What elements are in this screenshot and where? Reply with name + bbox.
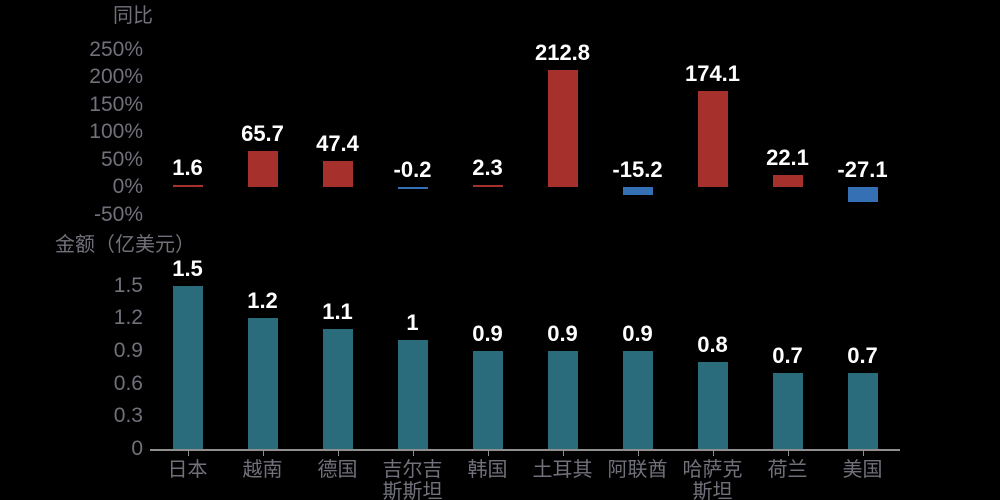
x-axis-line xyxy=(150,449,900,451)
y-tick-label: 200% xyxy=(89,65,143,88)
x-axis-tick xyxy=(262,451,264,456)
bar xyxy=(697,362,728,449)
x-category-label: 韩国 xyxy=(467,459,508,481)
bar-value-label: 0.9 xyxy=(547,321,578,346)
x-category-label: 越南 xyxy=(242,459,283,481)
x-axis-tick xyxy=(337,451,339,456)
y-tick-label: 0% xyxy=(112,175,143,198)
x-category-label: 阿联酋 xyxy=(607,459,668,481)
x-axis-tick xyxy=(637,451,639,456)
bar-value-label: 1.1 xyxy=(322,299,353,324)
y-tick-label: 150% xyxy=(89,93,143,116)
bar xyxy=(772,175,803,187)
bar xyxy=(847,187,878,202)
bar-value-label: 1.6 xyxy=(172,155,203,180)
bar-value-label: -27.1 xyxy=(837,157,888,182)
y-tick-label: 0.3 xyxy=(113,404,143,427)
y-tick-label: 0 xyxy=(131,437,143,460)
y-tick-label: 1.2 xyxy=(113,306,143,329)
x-category-label: 土耳其 xyxy=(532,459,593,481)
bar-value-label: -0.2 xyxy=(393,157,432,182)
x-axis-tick xyxy=(862,451,864,456)
bar-value-label: 174.1 xyxy=(684,61,741,86)
bar-value-label: 65.7 xyxy=(241,121,284,146)
y-tick-label: 1.5 xyxy=(113,274,143,297)
bar-value-label: 212.8 xyxy=(534,40,591,65)
bar-value-label: 0.7 xyxy=(772,343,803,368)
bar xyxy=(472,185,503,187)
bar-value-label: 0.8 xyxy=(697,332,728,357)
bar xyxy=(247,151,278,187)
bar xyxy=(547,351,578,449)
bar-value-label: -15.2 xyxy=(612,157,663,182)
bar xyxy=(472,351,503,449)
bar xyxy=(172,286,203,450)
x-axis-tick xyxy=(562,451,564,456)
x-category-label: 德国 xyxy=(317,459,358,481)
bar xyxy=(622,187,653,195)
y-tick-label: 0.6 xyxy=(113,372,143,395)
bar-value-label: 47.4 xyxy=(316,131,359,156)
y-tick-label: -50% xyxy=(93,203,143,226)
y-tick-label: 250% xyxy=(89,38,143,61)
bar-value-label: 22.1 xyxy=(766,145,809,170)
yoy-chart-title: 同比 xyxy=(113,5,153,27)
x-category-label: 日本 xyxy=(167,459,208,481)
x-category-label: 美国 xyxy=(842,459,883,481)
y-tick-label: 0.9 xyxy=(113,339,143,362)
bar-value-label: 1.2 xyxy=(247,288,278,313)
bar-value-label: 1 xyxy=(406,310,419,335)
bar xyxy=(322,329,353,449)
x-axis-tick xyxy=(412,451,414,456)
y-tick-label: 100% xyxy=(89,120,143,143)
bar xyxy=(247,318,278,449)
bar xyxy=(547,70,578,187)
bar-value-label: 1.5 xyxy=(172,256,203,281)
bar-value-label: 0.9 xyxy=(622,321,653,346)
x-axis-tick xyxy=(712,451,714,456)
amount-chart-title: 金额（亿美元） xyxy=(55,234,195,256)
bar-value-label: 0.7 xyxy=(847,343,878,368)
x-axis-tick xyxy=(487,451,489,456)
bar xyxy=(772,373,803,449)
bar xyxy=(847,373,878,449)
x-axis-tick xyxy=(787,451,789,456)
x-category-label: 荷兰 xyxy=(767,459,808,481)
y-tick-label: 50% xyxy=(100,148,143,171)
x-axis-tick xyxy=(187,451,189,456)
bar xyxy=(397,340,428,449)
bar xyxy=(172,185,203,187)
x-category-label: 吉尔吉 斯斯坦 xyxy=(382,459,443,500)
x-category-label: 哈萨克 斯坦 xyxy=(682,459,743,500)
bar-value-label: 2.3 xyxy=(472,155,503,180)
bar-value-label: 0.9 xyxy=(472,321,503,346)
bar xyxy=(697,91,728,187)
bar xyxy=(622,351,653,449)
bar xyxy=(397,187,428,189)
bar xyxy=(322,161,353,187)
